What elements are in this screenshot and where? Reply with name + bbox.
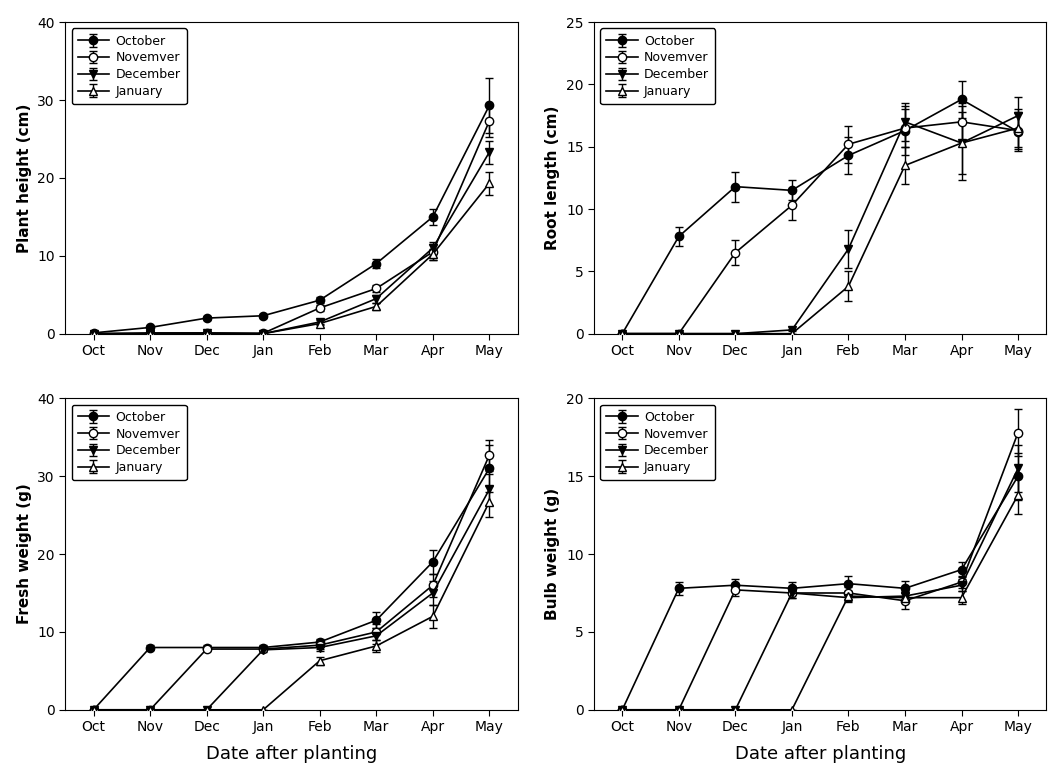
X-axis label: Date after planting: Date after planting xyxy=(735,746,906,764)
Y-axis label: Root length (cm): Root length (cm) xyxy=(545,106,560,250)
Legend: October, Novemver, December, January: October, Novemver, December, January xyxy=(71,405,186,480)
Y-axis label: Plant height (cm): Plant height (cm) xyxy=(17,103,32,253)
Legend: October, Novemver, December, January: October, Novemver, December, January xyxy=(71,28,186,105)
Legend: October, Novemver, December, January: October, Novemver, December, January xyxy=(601,405,715,480)
Y-axis label: Fresh weight (g): Fresh weight (g) xyxy=(17,484,32,625)
X-axis label: Date after planting: Date after planting xyxy=(206,746,377,764)
Legend: October, Novemver, December, January: October, Novemver, December, January xyxy=(601,28,715,105)
Y-axis label: Bulb weight (g): Bulb weight (g) xyxy=(545,488,560,620)
